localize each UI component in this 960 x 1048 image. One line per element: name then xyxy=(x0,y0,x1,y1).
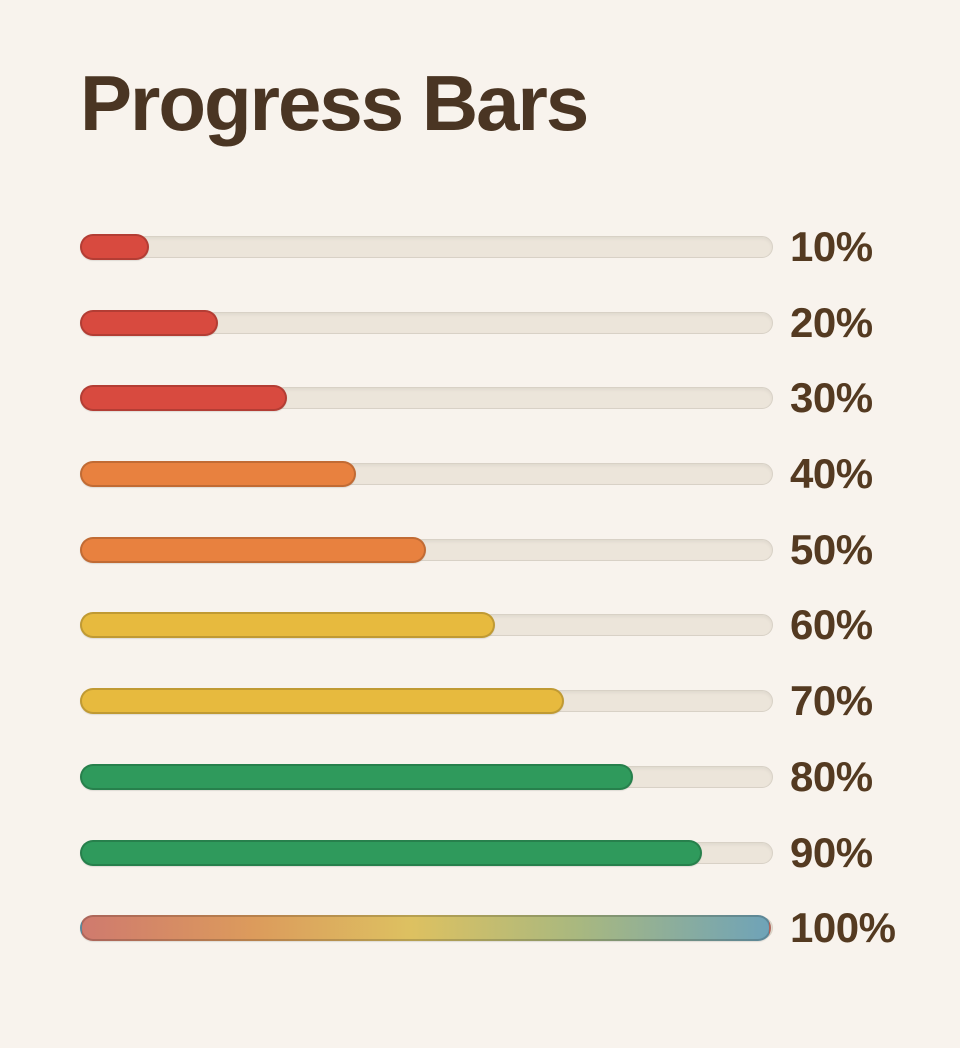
progress-row: 10% xyxy=(80,209,880,285)
progress-row: 100% xyxy=(80,890,896,966)
progress-track xyxy=(80,234,773,260)
progress-label: 80% xyxy=(790,752,873,800)
progress-row: 50% xyxy=(80,512,880,588)
progress-fill xyxy=(80,234,150,260)
progress-bars-list: 10% 20% 30% 40% 50% 60% 70% xyxy=(80,209,896,966)
progress-fill xyxy=(80,688,564,715)
progress-row: 20% xyxy=(80,285,880,361)
progress-label: 10% xyxy=(790,223,873,270)
progress-label: 70% xyxy=(790,677,873,725)
progress-track xyxy=(80,536,773,563)
progress-fill xyxy=(80,839,702,866)
progress-track xyxy=(80,763,773,790)
progress-fill xyxy=(80,612,495,639)
progress-label: 40% xyxy=(790,450,873,498)
page-title: Progress Bars xyxy=(80,59,589,147)
progress-track xyxy=(80,461,773,488)
progress-label: 90% xyxy=(790,828,873,876)
progress-fill xyxy=(80,915,771,942)
progress-track xyxy=(80,839,773,866)
progress-track xyxy=(80,309,773,336)
progress-label: 20% xyxy=(790,298,873,346)
progress-label: 60% xyxy=(790,601,873,649)
progress-label: 100% xyxy=(790,904,896,952)
progress-row: 80% xyxy=(80,739,880,815)
progress-track xyxy=(80,688,773,715)
progress-row: 90% xyxy=(80,815,880,891)
progress-track xyxy=(80,915,773,942)
progress-row: 70% xyxy=(80,663,880,739)
progress-fill xyxy=(80,763,633,790)
progress-fill xyxy=(80,385,288,412)
progress-label: 30% xyxy=(790,374,873,422)
progress-fill xyxy=(80,309,219,336)
progress-row: 40% xyxy=(80,436,880,512)
progress-row: 60% xyxy=(80,588,880,664)
progress-label: 50% xyxy=(790,525,873,573)
progress-track xyxy=(80,385,773,412)
progress-fill xyxy=(80,536,426,563)
progress-fill xyxy=(80,461,357,488)
progress-track xyxy=(80,612,773,639)
progress-row: 30% xyxy=(80,361,880,437)
